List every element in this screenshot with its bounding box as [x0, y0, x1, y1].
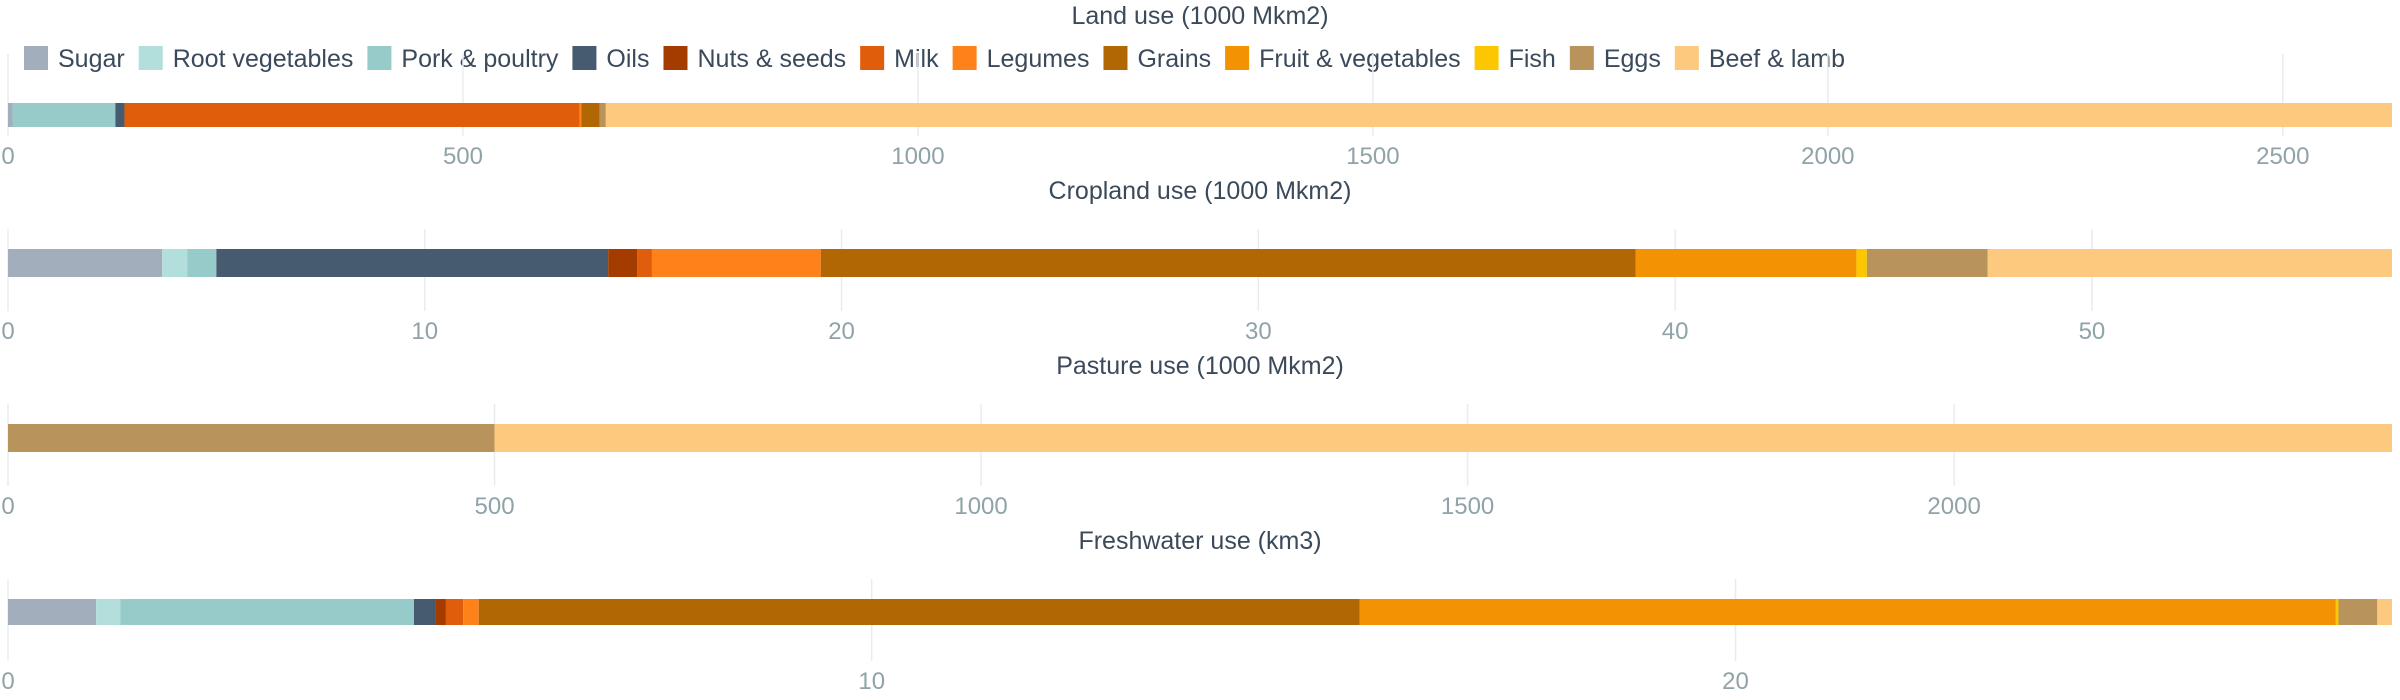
legend-swatch-legumes — [952, 46, 977, 70]
legend-swatch-pork-and-poultry — [367, 46, 392, 70]
x-tick-label: 1500 — [1346, 143, 1399, 170]
panel-cropland-use-1000-mkm2: Cropland use (1000 Mkm2) 0 10 20 30 40 50 — [1, 177, 2392, 345]
panel-freshwater-use-km3: Freshwater use (km3) 0 10 20 — [1, 527, 2392, 695]
bar-segment-oils — [115, 103, 125, 127]
bar-segment-eggs — [599, 103, 606, 127]
bar-segment-legumes — [579, 103, 582, 127]
bar-segment-eggs — [8, 424, 495, 452]
bar-segment-grains — [581, 103, 600, 127]
bar-segment-beef-and-lamb — [605, 103, 2392, 127]
bar-segment-sugar — [8, 103, 13, 127]
bar-segment-root-vegetables — [162, 249, 188, 277]
x-tick-label: 40 — [1662, 318, 1689, 345]
x-tick-label: 1500 — [1441, 493, 1494, 520]
legend-swatch-sugar — [24, 46, 48, 70]
legend-swatch-beef-and-lamb — [1674, 46, 1699, 70]
legend-swatch-oils — [572, 46, 597, 70]
bar-segment-nuts-and-seeds — [435, 599, 446, 625]
legend-swatch-grains — [1103, 46, 1128, 70]
legend-label-grains: Grains — [1137, 45, 1211, 73]
x-tick-label: 30 — [1245, 318, 1272, 345]
x-tick-label: 10 — [411, 318, 438, 345]
bar-segment-grains — [820, 249, 1636, 277]
x-tick-label: 2000 — [1801, 143, 1854, 170]
bar-segment-legumes — [463, 599, 479, 625]
panel-title: Land use (1000 Mkm2) — [1071, 2, 1328, 30]
bar-segment-beef-and-lamb — [1987, 249, 2392, 277]
legend-swatch-fruit-and-vegetables — [1225, 46, 1250, 70]
legend: Sugar Root vegetables Pork & poultry Oils Nu… — [24, 45, 1845, 73]
x-tick-label: 500 — [443, 143, 483, 170]
bar-segment-pork-and-poultry — [187, 249, 217, 277]
bar-segment-beef-and-lamb — [494, 424, 2392, 452]
bar-segment-legumes — [651, 249, 821, 277]
x-tick-label: 10 — [858, 668, 885, 695]
x-tick-label: 0 — [1, 318, 14, 345]
panel-title: Pasture use (1000 Mkm2) — [1056, 352, 1344, 380]
x-tick-label: 0 — [1, 143, 14, 170]
bar-segment-milk — [445, 599, 464, 625]
bar-segment-fish — [1856, 249, 1867, 277]
legend-label-legumes: Legumes — [987, 45, 1090, 73]
bar-segment-grains — [478, 599, 1360, 625]
legend-swatch-fish — [1474, 46, 1499, 70]
legend-label-beef-and-lamb: Beef & lamb — [1709, 45, 1845, 73]
bar-segment-sugar — [8, 599, 97, 625]
panel-land-use-1000-mkm2: Land use (1000 Mkm2) 0 500 1000 1500 2000 2500 — [1, 2, 2392, 170]
legend-label-fish: Fish — [1509, 45, 1556, 73]
x-tick-label: 20 — [828, 318, 855, 345]
bar-segment-pork-and-poultry — [120, 599, 414, 625]
legend-label-eggs: Eggs — [1604, 45, 1661, 73]
legend-label-nuts-and-seeds: Nuts & seeds — [697, 45, 846, 73]
bar-segment-beef-and-lamb — [2377, 599, 2392, 625]
bar-segment-root-vegetables — [96, 599, 121, 625]
x-tick-label: 500 — [475, 493, 515, 520]
bar-segment-fruit-and-vegetables — [1359, 599, 2336, 625]
x-tick-label: 0 — [1, 668, 14, 695]
bar-segment-nuts-and-seeds — [608, 249, 638, 277]
bar-segment-pork-and-poultry — [12, 103, 116, 127]
x-tick-label: 2000 — [1927, 493, 1980, 520]
legend-label-root-vegetables: Root vegetables — [173, 45, 354, 73]
bar-segment-eggs — [2338, 599, 2378, 625]
legend-label-fruit-and-vegetables: Fruit & vegetables — [1259, 45, 1461, 73]
x-tick-label: 20 — [1722, 668, 1749, 695]
legend-swatch-eggs — [1569, 46, 1594, 70]
bar-segment-milk — [124, 103, 580, 127]
x-tick-label: 1000 — [891, 143, 944, 170]
legend-label-sugar: Sugar — [58, 45, 125, 73]
legend-swatch-root-vegetables — [138, 46, 163, 70]
x-tick-label: 2500 — [2256, 143, 2309, 170]
panel-title: Freshwater use (km3) — [1078, 527, 1321, 555]
legend-label-pork-and-poultry: Pork & poultry — [401, 45, 559, 73]
legend-swatch-nuts-and-seeds — [663, 46, 688, 70]
panel-title: Cropland use (1000 Mkm2) — [1049, 177, 1352, 205]
legend-label-oils: Oils — [606, 45, 649, 73]
panel-pasture-use-1000-mkm2: Pasture use (1000 Mkm2) 0 500 1000 1500 2000 — [1, 352, 2392, 520]
bar-segment-fish — [2335, 599, 2339, 625]
bar-segment-eggs — [1866, 249, 1988, 277]
x-tick-label: 0 — [1, 493, 14, 520]
x-tick-label: 50 — [2079, 318, 2106, 345]
legend-swatch-milk — [860, 46, 885, 70]
bar-segment-sugar — [8, 249, 163, 277]
bar-segment-fruit-and-vegetables — [1635, 249, 1857, 277]
bar-segment-oils — [216, 249, 609, 277]
x-tick-label: 1000 — [954, 493, 1007, 520]
bar-segment-milk — [637, 249, 652, 277]
bar-segment-oils — [413, 599, 436, 625]
legend-label-milk: Milk — [894, 45, 939, 73]
